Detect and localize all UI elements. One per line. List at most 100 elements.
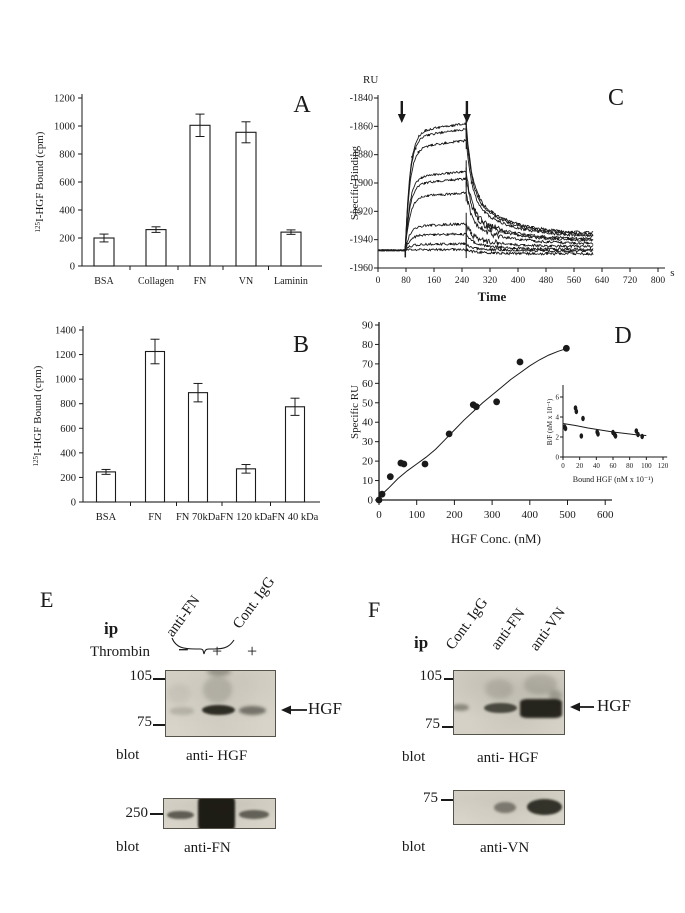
blot-antibody-e1: anti- HGF	[186, 748, 248, 764]
ip-label-f: ip	[414, 633, 429, 652]
trace-marker	[582, 249, 585, 252]
trace-marker	[572, 252, 575, 255]
ru-unit-label: RU	[363, 74, 378, 86]
trace-marker	[470, 232, 473, 235]
y-tick-label: -1900	[350, 178, 373, 189]
trace-marker	[510, 225, 513, 228]
y-tick-label: 30	[362, 436, 374, 448]
x-tick-label: 720	[623, 276, 638, 286]
category-label: FN 70kDa	[176, 512, 220, 523]
bar	[187, 392, 209, 503]
mw-marker-75b-f: 75	[423, 790, 438, 806]
trace-marker	[559, 252, 562, 255]
y-tick-label: -1860	[350, 121, 373, 132]
trace-marker	[533, 240, 536, 243]
trace-marker	[427, 194, 430, 197]
ip-label-e: ip	[104, 619, 119, 638]
mw-marker-75-e: 75	[137, 714, 152, 730]
y-tick-label: 10	[362, 475, 374, 487]
mw-tick-105-e	[153, 678, 165, 680]
hgf-arrow-f	[570, 702, 594, 712]
trace-marker	[443, 223, 446, 226]
trace-marker	[556, 249, 559, 252]
y-tick-label: 200	[59, 234, 75, 245]
blot-f-anti-hgf	[453, 670, 565, 735]
x-tick-label: 200	[446, 509, 463, 521]
trace-marker	[433, 233, 436, 236]
trace-marker	[567, 237, 570, 240]
y-tick-label: -1940	[350, 235, 373, 246]
trace-marker	[457, 140, 460, 143]
y-tick-label: 800	[60, 399, 76, 410]
data-point	[562, 344, 570, 352]
trace-marker	[517, 234, 519, 237]
trace-marker	[477, 195, 480, 198]
y-tick-label: 1000	[54, 122, 75, 133]
sensorgram-trace	[378, 191, 594, 252]
trace-marker	[526, 247, 529, 250]
bar	[284, 406, 306, 503]
trace-marker	[553, 236, 556, 239]
trace-marker	[544, 228, 547, 231]
data-point	[472, 403, 480, 411]
panel-e-letter: E	[40, 587, 54, 612]
trace-marker	[430, 144, 433, 147]
thrombin-sign-2: +	[212, 641, 223, 661]
blot-band	[170, 707, 195, 715]
blot-band	[168, 684, 190, 704]
blot-antibody-f1: anti- HGF	[477, 750, 539, 766]
inset-x-axis-title: Bound HGF (nM x 10⁻¹)	[573, 475, 654, 484]
trace-marker	[527, 234, 530, 237]
trace-marker	[496, 242, 499, 245]
mw-marker-75-f: 75	[425, 716, 440, 732]
trace-marker	[444, 142, 447, 145]
trace-marker	[513, 246, 516, 249]
inset-y-tick-label: 2	[556, 434, 560, 442]
bar	[95, 471, 117, 503]
y-axis-title: Specific Binding	[349, 145, 361, 220]
trace-marker	[487, 223, 490, 226]
trace-marker	[486, 244, 489, 247]
inset-fit-line	[562, 423, 647, 436]
trace-marker	[549, 244, 552, 247]
trace-marker	[491, 211, 494, 214]
inset-data-point	[640, 433, 644, 440]
y-tick-label: 20	[362, 456, 374, 468]
category-label: VN	[239, 276, 253, 287]
category-label: Laminin	[274, 276, 308, 287]
blot-word-e2: blot	[116, 839, 140, 855]
x-axis-title: HGF Conc. (nM)	[451, 531, 541, 546]
category-label: BSA	[96, 512, 117, 523]
trace-marker	[479, 251, 482, 254]
x-tick-label: 320	[483, 276, 498, 286]
inset-data-point	[636, 431, 640, 438]
category-label: BSA	[94, 276, 114, 287]
panel-c-sensorgram: -1960 -1940 -1920 -1900 -1880 -1860 -1840 0 80 16…	[349, 74, 675, 304]
inset-x-tick-label: 40	[593, 462, 601, 470]
trace-marker	[466, 249, 469, 252]
blot-band	[520, 698, 562, 718]
trace-marker	[414, 147, 417, 150]
trace-marker	[480, 227, 483, 230]
x-tick-label: 160	[427, 276, 442, 286]
lane-label-anti-vn-f: anti-VN	[527, 604, 569, 654]
mw-tick-75-e	[153, 724, 165, 726]
trace-marker	[560, 241, 563, 244]
x-tick-label: 400	[511, 276, 526, 286]
inset-x-tick-label: 100	[641, 462, 652, 470]
trace-marker	[499, 246, 502, 249]
trace-marker	[576, 245, 579, 248]
hgf-arrow-label-e: HGF	[308, 699, 343, 718]
lane-label-anti-fn-e: anti-FN	[163, 592, 204, 640]
trace-marker	[506, 252, 509, 255]
bar	[280, 231, 302, 267]
y-tick-label: 70	[362, 358, 374, 370]
trace-marker	[497, 220, 500, 223]
trace-marker	[519, 252, 522, 255]
y-tick-label: 600	[59, 178, 75, 189]
trace-marker	[460, 171, 463, 174]
y-tick-label: 400	[60, 448, 76, 459]
trace-marker	[452, 248, 455, 251]
